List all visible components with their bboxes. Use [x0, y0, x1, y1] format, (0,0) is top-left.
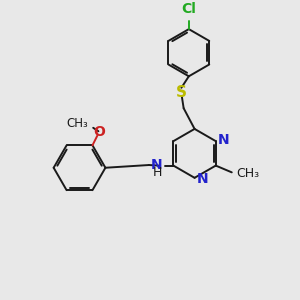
- Text: O: O: [93, 125, 105, 140]
- Text: N: N: [151, 158, 162, 172]
- Text: CH₃: CH₃: [236, 167, 259, 180]
- Text: N: N: [218, 133, 230, 147]
- Text: Cl: Cl: [182, 2, 196, 16]
- Text: S: S: [176, 85, 187, 100]
- Text: N: N: [196, 172, 208, 186]
- Text: H: H: [153, 166, 162, 179]
- Text: CH₃: CH₃: [66, 117, 88, 130]
